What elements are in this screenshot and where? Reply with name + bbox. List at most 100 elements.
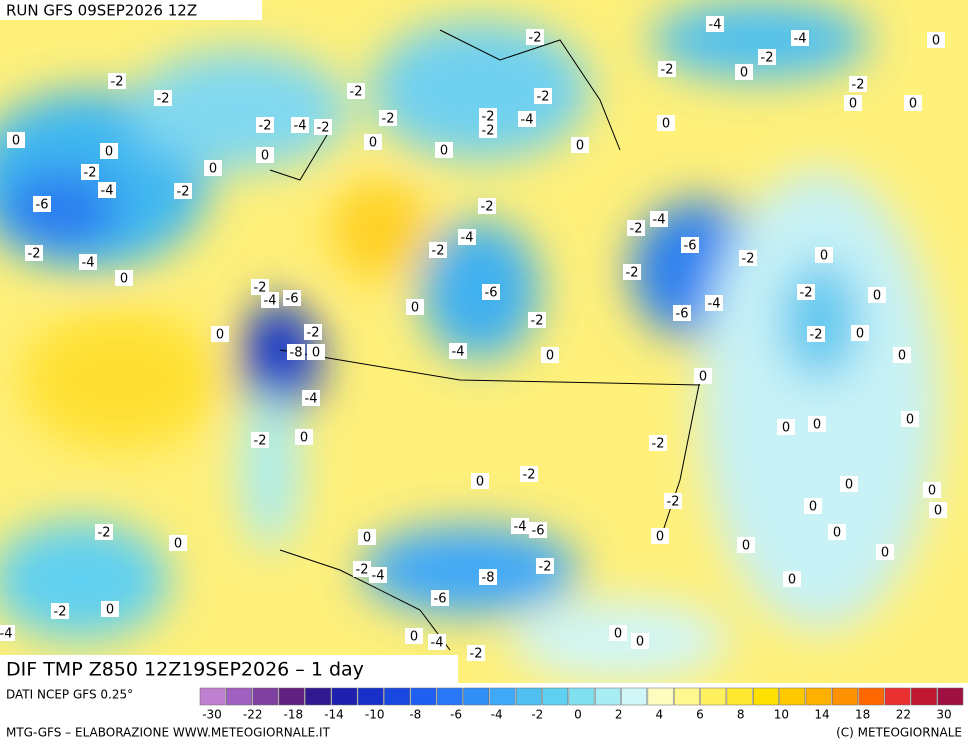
colorbar-swatch xyxy=(357,687,384,706)
label-box xyxy=(791,30,809,46)
contour-label: -4 xyxy=(0,627,12,642)
colorbar-tick-label: 8 xyxy=(737,708,745,722)
contour-label: 0 xyxy=(809,500,817,515)
contour-label: 0 xyxy=(120,272,128,287)
label-box xyxy=(81,164,99,180)
colorbar-tick-label: -4 xyxy=(491,708,503,722)
contour-label: -4 xyxy=(653,213,666,228)
contour-label: -4 xyxy=(294,119,307,134)
label-box xyxy=(571,137,589,153)
contour-label: 0 xyxy=(209,162,217,177)
label-box xyxy=(347,83,365,99)
run-box xyxy=(0,0,262,20)
label-box xyxy=(849,76,867,92)
label-box xyxy=(673,305,691,321)
contour-label: -2 xyxy=(531,314,544,329)
label-box xyxy=(526,29,544,45)
contour-label: -4 xyxy=(82,256,95,271)
colorbar-swatch xyxy=(726,687,753,706)
contour-label: -4 xyxy=(431,636,444,651)
label-box xyxy=(851,325,869,341)
contour-label: 0 xyxy=(928,484,936,499)
colorbar-swatch xyxy=(463,687,490,706)
label-box xyxy=(739,250,757,266)
label-box xyxy=(623,264,641,280)
contour-label: -2 xyxy=(539,560,552,575)
label-box xyxy=(927,32,945,48)
label-box xyxy=(449,343,467,359)
label-box xyxy=(797,284,815,300)
contour-label: 0 xyxy=(873,289,881,304)
label-box xyxy=(694,368,712,384)
contour-label: 0 xyxy=(216,328,224,343)
label-box xyxy=(777,419,795,435)
colorbar-tick-label: 2 xyxy=(615,708,623,722)
contour-label: 0 xyxy=(662,117,670,132)
colorbar-tick-label: -10 xyxy=(365,708,385,722)
contour-label: -2 xyxy=(317,121,330,136)
label-box xyxy=(364,134,382,150)
colorbar-swatch xyxy=(226,687,252,706)
contour-label: -2 xyxy=(652,437,665,452)
label-box xyxy=(541,347,559,363)
contour-label: -2 xyxy=(481,200,494,215)
contour-label: -8 xyxy=(482,571,495,586)
contour-label: -2 xyxy=(761,51,774,66)
contour-label: 0 xyxy=(369,136,377,151)
label-box xyxy=(735,64,753,80)
contour-label: 0 xyxy=(788,573,796,588)
colorbar-swatch xyxy=(621,687,648,706)
label-box xyxy=(369,567,387,583)
contour-label: -2 xyxy=(111,75,124,90)
label-box xyxy=(529,522,547,538)
colorbar-swatch xyxy=(752,687,779,706)
contour-label: 0 xyxy=(105,145,113,160)
colorbar-swatch xyxy=(858,687,885,706)
colorbar-tick-label: -2 xyxy=(531,708,543,722)
colorbar-swatch xyxy=(410,687,437,706)
contour-label: -4 xyxy=(372,569,385,584)
colorbar-swatch xyxy=(673,687,700,706)
colorbar-tick-label: 30 xyxy=(936,708,951,722)
contour-label: -4 xyxy=(452,345,465,360)
label-box xyxy=(901,411,919,427)
contour-label: -2 xyxy=(630,222,643,237)
contour-label: -2 xyxy=(382,112,395,127)
contour-label: 0 xyxy=(312,346,320,361)
contour-label: -4 xyxy=(521,113,534,128)
label-box xyxy=(302,390,320,406)
contour-label: -4 xyxy=(264,294,277,309)
label-box xyxy=(650,211,668,227)
label-box xyxy=(154,90,172,106)
label-box xyxy=(478,198,496,214)
colorbar-swatch xyxy=(542,687,569,706)
contour-label: -2 xyxy=(177,185,190,200)
label-box xyxy=(51,603,69,619)
contour-label: 0 xyxy=(856,327,864,342)
contour-label: 0 xyxy=(410,630,418,645)
label-box xyxy=(467,645,485,661)
label-box xyxy=(251,432,269,448)
colorbar-swatch xyxy=(278,687,305,706)
contour-label: -2 xyxy=(356,563,369,578)
label-box xyxy=(256,117,274,133)
contour-label: -2 xyxy=(259,119,272,134)
colorbar-swatch xyxy=(805,687,832,706)
label-box xyxy=(405,628,423,644)
contour-label: 0 xyxy=(742,539,750,554)
credit: MTG-GFS – ELABORAZIONE WWW.METEOGIORNALE… xyxy=(6,726,331,740)
contour-label: 0 xyxy=(363,531,371,546)
contour-label: -6 xyxy=(684,239,697,254)
title-box xyxy=(0,655,458,683)
colorbar-swatch xyxy=(647,687,674,706)
label-box xyxy=(435,142,453,158)
label-box xyxy=(353,561,371,577)
label-box xyxy=(804,498,822,514)
colorbar-tick-label: -18 xyxy=(284,708,304,722)
label-box xyxy=(98,182,116,198)
label-box xyxy=(115,270,133,286)
contour-label: -2 xyxy=(54,605,67,620)
colorbar-swatch xyxy=(384,687,411,706)
colorbar-swatch xyxy=(594,687,621,706)
